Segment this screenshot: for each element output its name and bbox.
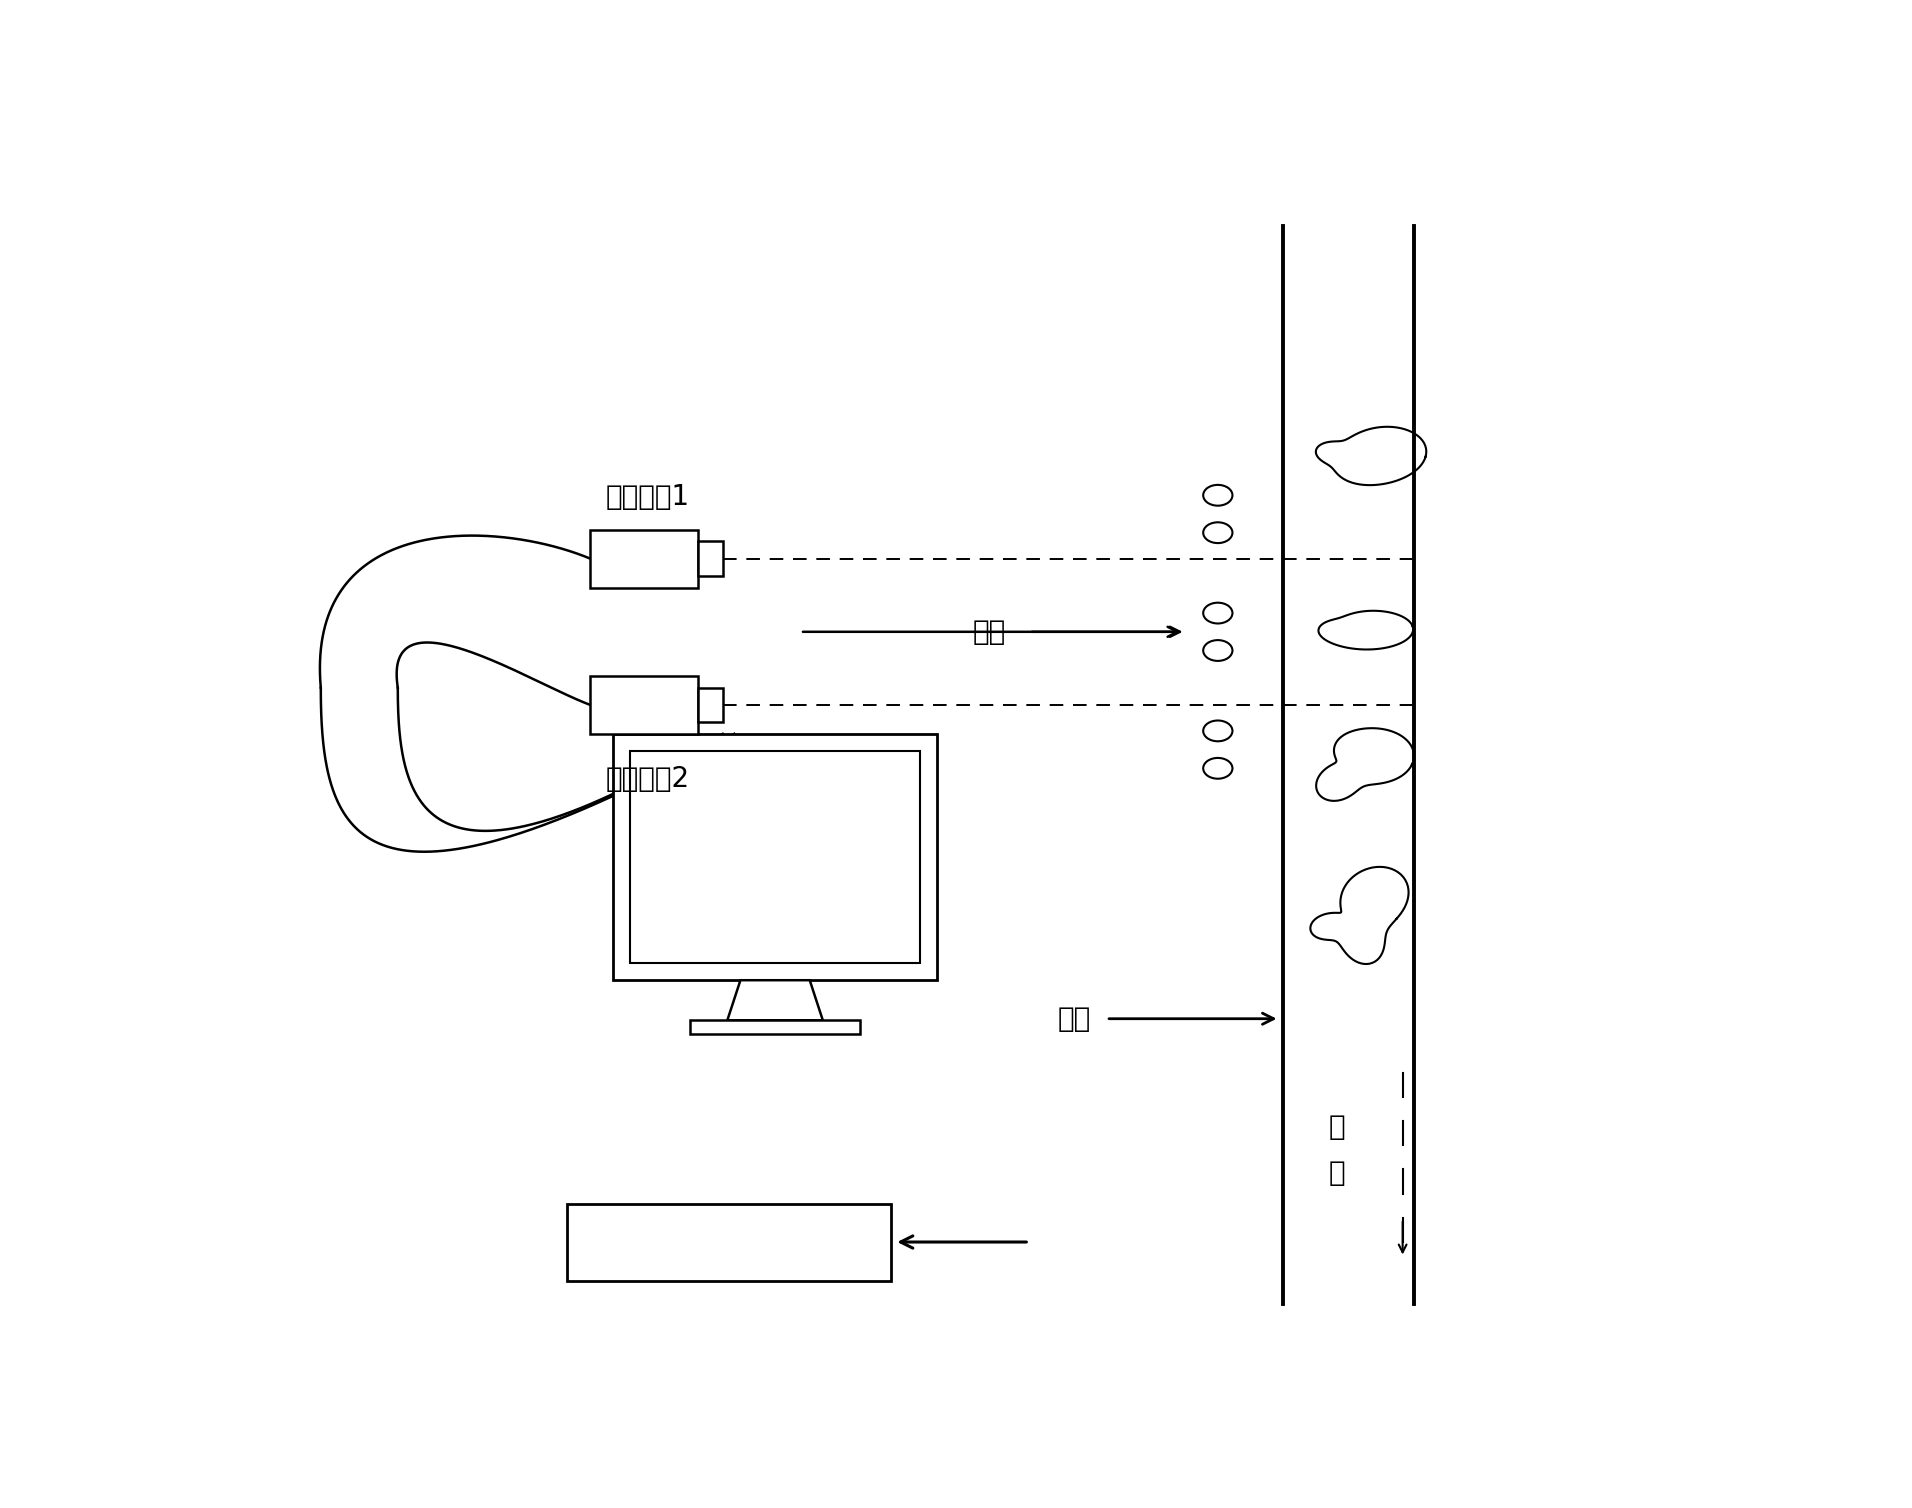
Bar (591, 529, 698, 588)
Text: 线阵相机2: 线阵相机2 (606, 765, 690, 793)
Bar (568, 1203, 891, 1280)
Ellipse shape (1203, 721, 1233, 742)
Ellipse shape (1203, 522, 1233, 543)
Text: 棉: 棉 (1329, 1113, 1346, 1140)
Bar (698, 541, 723, 576)
Bar (698, 688, 723, 722)
Ellipse shape (1203, 639, 1233, 661)
Ellipse shape (1203, 759, 1233, 778)
Text: 光源: 光源 (973, 618, 1006, 645)
Bar (631, 751, 920, 964)
Text: 线阵相机1: 线阵相机1 (606, 483, 690, 511)
Bar (591, 676, 698, 734)
Bar (614, 734, 937, 980)
Ellipse shape (1203, 486, 1233, 505)
Text: 流: 流 (1329, 1158, 1346, 1187)
Text: 通道: 通道 (1057, 1004, 1090, 1033)
Bar (690, 1021, 860, 1034)
Ellipse shape (1203, 603, 1233, 623)
Polygon shape (727, 980, 822, 1021)
